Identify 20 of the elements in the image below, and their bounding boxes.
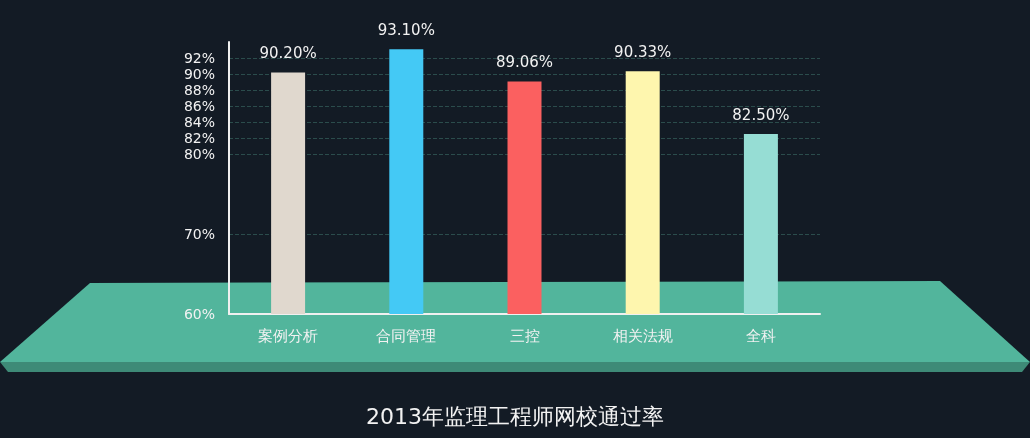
x-tick-label: 全科 <box>745 326 776 345</box>
data-label: 89.06% <box>495 53 554 72</box>
y-tick-label: 80% <box>183 146 215 162</box>
y-tick-label: 90% <box>183 66 215 82</box>
y-tick-label: 92% <box>183 50 215 66</box>
x-tick-label: 三控 <box>509 326 540 345</box>
data-label: 82.50% <box>732 105 790 124</box>
data-label: 93.10% <box>377 20 435 39</box>
y-tick-label: 82% <box>183 130 215 146</box>
y-tick-label: 60% <box>183 306 215 322</box>
y-tick-label: 88% <box>183 82 215 98</box>
x-tick-label: 相关法规 <box>612 326 673 345</box>
y-tick-label: 86% <box>183 98 215 114</box>
x-tick-label: 合同管理 <box>376 326 437 345</box>
data-label: 90.33% <box>614 42 672 61</box>
text: 2013年监理工程师网校通过率 <box>366 403 664 429</box>
y-tick-label: 70% <box>183 226 215 242</box>
data-label: 90.20% <box>259 43 317 62</box>
y-tick-label: 84% <box>183 114 215 130</box>
x-tick-label: 案例分析 <box>258 326 319 345</box>
